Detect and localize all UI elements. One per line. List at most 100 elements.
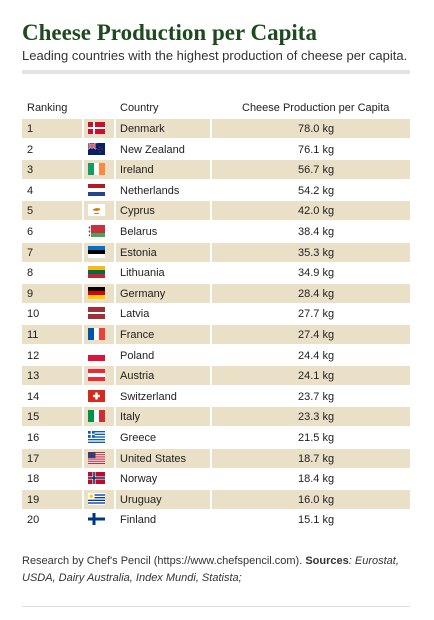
rank-value: 14 (27, 390, 40, 403)
rank-cell: 3 (22, 160, 82, 180)
value-cell: 18.7 kg (212, 448, 410, 468)
cheese-production-value: 56.7 kg (298, 164, 335, 177)
flag-united-states-icon (88, 451, 105, 464)
rank-value: 8 (27, 267, 34, 280)
country-name: Cyprus (120, 205, 155, 218)
flag-norway-icon (88, 472, 105, 485)
rank-value: 13 (27, 370, 40, 383)
country-cell: Estonia (116, 242, 210, 262)
country-cell: Latvia (116, 304, 210, 323)
flag-cell (84, 140, 114, 159)
country-name: Belarus (120, 225, 158, 238)
rank-cell: 14 (22, 387, 82, 406)
rank-cell: 10 (22, 304, 82, 323)
country-name: Italy (120, 411, 141, 424)
flag-belarus-icon (88, 224, 105, 237)
cheese-production-value: 15.1 kg (298, 514, 335, 527)
flag-uruguay-icon (88, 492, 105, 505)
rank-cell: 2 (22, 140, 82, 159)
flag-cell (84, 181, 114, 200)
table-row: 3 Ireland 56.7 kg (22, 160, 410, 181)
flag-ireland-icon (88, 163, 105, 176)
table-row: 11 France 27.4 kg (22, 324, 410, 346)
country-cell: Cyprus (116, 201, 210, 221)
country-cell: Finland (116, 510, 210, 529)
value-cell: 24.1 kg (212, 366, 410, 386)
cheese-production-value: 18.4 kg (298, 473, 335, 486)
flag-france-icon (88, 327, 105, 340)
value-cell: 27.4 kg (212, 324, 410, 344)
title-divider (22, 70, 410, 74)
country-name: Netherlands (120, 184, 180, 197)
country-cell: Germany (116, 283, 210, 303)
rank-value: 10 (27, 308, 40, 321)
value-cell: 23.7 kg (212, 387, 410, 406)
flag-cell (84, 366, 114, 386)
country-cell: Uruguay (116, 489, 210, 509)
table-header: Ranking Country Cheese Production per Ca… (22, 98, 410, 119)
cheese-production-value: 42.0 kg (298, 205, 335, 218)
country-cell: United States (116, 448, 210, 468)
cheese-production-value: 23.3 kg (298, 411, 335, 424)
value-cell: 21.5 kg (212, 428, 410, 447)
rank-cell: 20 (22, 510, 82, 529)
footer-sources-list: : Eurostat, USDA, Dairy Australia, Index… (22, 555, 399, 584)
cheese-production-value: 24.1 kg (298, 370, 335, 383)
flag-cell (84, 469, 114, 488)
country-cell: Poland (116, 346, 210, 365)
value-cell: 78.0 kg (212, 119, 410, 138)
flag-new-zealand-icon (88, 142, 105, 155)
table-row: 1 Denmark 78.0 kg (22, 119, 410, 140)
country-name: France (120, 328, 155, 341)
country-name: Austria (120, 370, 155, 383)
flag-cell (84, 160, 114, 180)
header-cheese-production: Cheese Production per Capita (242, 102, 390, 114)
country-cell: Lithuania (116, 263, 210, 282)
rank-value: 17 (27, 452, 40, 465)
rank-value: 9 (27, 287, 34, 300)
rank-cell: 17 (22, 448, 82, 468)
value-cell: 28.4 kg (212, 283, 410, 303)
rank-cell: 8 (22, 263, 82, 282)
rank-cell: 11 (22, 324, 82, 344)
cheese-production-value: 54.2 kg (298, 184, 335, 197)
country-name: Greece (120, 431, 157, 444)
country-name: Latvia (120, 308, 150, 321)
rank-value: 18 (27, 473, 40, 486)
rank-cell: 12 (22, 346, 82, 365)
table-row: 10 Latvia 27.7 kg (22, 304, 410, 325)
flag-netherlands-icon (88, 183, 105, 196)
flag-cyprus-icon (88, 204, 105, 217)
country-cell: New Zealand (116, 140, 210, 159)
rank-value: 1 (27, 123, 34, 135)
cheese-production-value: 18.7 kg (298, 452, 335, 465)
chart-subtitle: Leading countries with the highest produ… (22, 48, 408, 63)
country-cell: France (116, 324, 210, 344)
flag-cell (84, 387, 114, 406)
rank-cell: 18 (22, 469, 82, 488)
table-row: 20 Finland 15.1 kg (22, 510, 410, 531)
value-cell: 18.4 kg (212, 469, 410, 488)
table-row: 16 Greece 21.5 kg (22, 428, 410, 449)
country-name: Ireland (120, 164, 154, 177)
flag-cell (84, 201, 114, 221)
country-cell: Switzerland (116, 387, 210, 406)
country-cell: Italy (116, 407, 210, 427)
rank-cell: 15 (22, 407, 82, 427)
table-row: 13 Austria 24.1 kg (22, 366, 410, 387)
rank-value: 5 (27, 205, 34, 218)
rank-value: 4 (27, 184, 34, 197)
cheese-production-value: 24.4 kg (298, 349, 335, 362)
header-country: Country (120, 102, 159, 114)
country-cell: Norway (116, 469, 210, 488)
country-name: Estonia (120, 246, 157, 259)
flag-finland-icon (88, 513, 105, 526)
flag-cell (84, 119, 114, 138)
table-row: 9 Germany 28.4 kg (22, 283, 410, 305)
country-name: Uruguay (120, 493, 162, 506)
value-cell: 35.3 kg (212, 242, 410, 262)
flag-poland-icon (88, 348, 105, 361)
value-cell: 54.2 kg (212, 181, 410, 200)
cheese-production-value: 76.1 kg (298, 143, 335, 156)
flag-italy-icon (88, 410, 105, 423)
